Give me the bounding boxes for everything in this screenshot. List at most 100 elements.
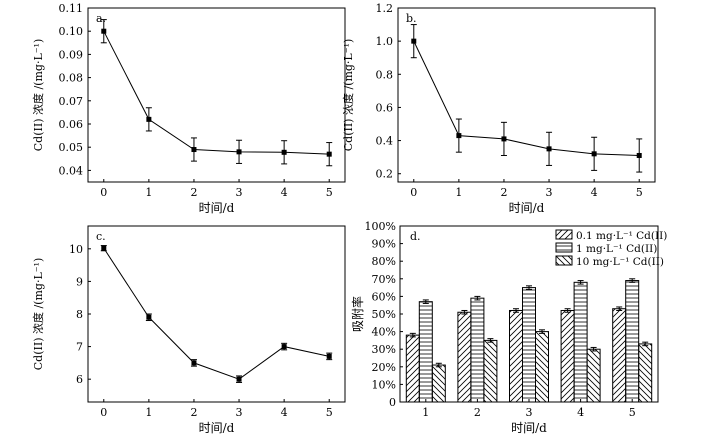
panel-d-x-tick-label: 5 [629, 406, 636, 419]
panel-a-x-tick-label: 0 [100, 186, 107, 199]
panel-b-y-tick-label: 0.2 [376, 168, 394, 181]
panel-a-data-point [101, 28, 107, 34]
panel-c-x-tick-label: 0 [100, 406, 107, 419]
panel-b-data-point [501, 136, 507, 142]
panel-c-panel-label: c. [96, 230, 106, 243]
panel-d-x-tick-label: 2 [474, 406, 481, 419]
panel-d-bar [535, 331, 549, 403]
panel-d: 0 10% 20% 30% 40% 50% 60% 70% 80% 90% 100% 1 2 3 4 5 d. 时… [350, 220, 667, 435]
panel-b-y-tick-label: 1.0 [376, 35, 394, 48]
panel-d-bar [560, 309, 575, 403]
panel-b-y-axis-title: Cd(II) 浓度 /(mg·L⁻¹) [341, 39, 355, 152]
panel-a-series-line [103, 30, 330, 155]
panel-a-x-tick-label: 3 [236, 186, 243, 199]
panel-c-data-point [101, 245, 107, 251]
panel-d-legend-swatch [555, 229, 573, 240]
panel-d-bar [509, 309, 523, 403]
panel-a-data-point [146, 116, 152, 122]
panel-c: 0 1 2 3 4 5 6 7 8 9 10 c. 时间/d Cd(II) 浓度 /(mg·L⁻¹) [31, 225, 346, 435]
panel-d-legend-swatch [555, 255, 573, 266]
panel-b-x-tick-label: 0 [410, 186, 417, 199]
panel-d-bar [573, 281, 588, 403]
panel-d-legend-label: 1 mg·L⁻¹ Cd(II) [576, 243, 657, 255]
panel-d-bar [625, 280, 640, 403]
panel-d-bar [457, 311, 472, 403]
panel-c-x-tick-label: 5 [326, 406, 333, 419]
panel-d-x-tick-label: 3 [526, 406, 533, 419]
panel-d-y-tick-label: 70% [372, 273, 396, 286]
panel-c-y-tick-label: 6 [76, 373, 83, 386]
panel-b-plot-frame [397, 7, 656, 183]
panel-d-bar [483, 339, 498, 403]
panel-c-plot-frame [87, 225, 346, 403]
panel-d-bar [418, 301, 433, 403]
panel-a: 0 1 2 3 4 5 0.04 0.05 0.06 0.07 0.08 0.09 0.10 0.11 a.… [31, 2, 346, 215]
panel-a-y-tick-label: 0.11 [59, 2, 84, 15]
panel-c-data-point [236, 376, 242, 382]
panel-d-y-axis-title: 吸附率 [350, 296, 365, 332]
panel-a-data-point [191, 147, 197, 153]
panel-c-x-tick-label: 4 [281, 406, 288, 419]
panel-a-data-point [281, 149, 287, 155]
panel-d-y-tick-label: 30% [372, 343, 396, 356]
panel-c-series-line [103, 247, 330, 380]
panel-b-x-axis-title: 时间/d [509, 201, 545, 215]
panel-a-y-axis-title: Cd(II) 浓度 /(mg·L⁻¹) [31, 39, 45, 152]
panel-d-y-tick-label: 90% [372, 238, 396, 251]
panel-c-y-tick-label: 7 [76, 341, 83, 354]
panel-d-bar [586, 348, 601, 403]
panel-a-x-tick-label: 1 [145, 186, 152, 199]
panel-d-y-tick-label: 20% [372, 361, 396, 374]
panel-d-y-tick-label: 40% [372, 326, 396, 339]
panel-c-x-tick-label: 2 [190, 406, 197, 419]
panel-d-y-tick-label: 80% [372, 255, 396, 268]
panel-c-y-tick-label: 10 [69, 243, 83, 256]
panel-a-data-point [326, 151, 332, 157]
panel-d-legend-swatch [555, 242, 573, 253]
panel-c-data-point [281, 344, 287, 350]
panel-d-bar [638, 343, 653, 403]
panel-a-y-tick-label: 0.06 [59, 118, 84, 131]
panel-d-x-tick-label: 4 [577, 406, 584, 419]
panel-c-x-tick-label: 1 [145, 406, 152, 419]
panel-c-x-tick-label: 3 [236, 406, 243, 419]
panel-b: 0 1 2 3 4 5 0.2 0.4 0.6 0.8 1.0 1.2 b. 时间/d Cd(II) 浓度 … [341, 2, 656, 215]
panel-a-data-point [236, 149, 242, 155]
panel-d-bar [522, 287, 536, 403]
panel-b-data-point [456, 133, 462, 139]
panel-a-y-tick-label: 0.08 [59, 72, 84, 85]
panel-a-x-tick-label: 4 [281, 186, 288, 199]
panel-a-plot-frame [87, 7, 346, 183]
panel-a-x-tick-label: 2 [190, 186, 197, 199]
panel-b-y-tick-label: 0.8 [376, 68, 394, 81]
panel-a-y-tick-label: 0.05 [59, 141, 84, 154]
panel-d-y-tick-label: 100% [365, 220, 396, 233]
panel-d-bar [470, 297, 485, 403]
panel-b-y-tick-label: 1.2 [376, 2, 394, 15]
panel-b-x-tick-label: 2 [500, 186, 507, 199]
panel-a-y-tick-label: 0.10 [59, 25, 84, 38]
panel-b-data-point [546, 146, 552, 152]
panel-b-panel-label: b. [406, 12, 417, 25]
panel-a-y-tick-label: 0.09 [59, 48, 84, 61]
panel-b-y-tick-label: 0.4 [376, 135, 394, 148]
panel-a-y-tick-label: 0.04 [59, 164, 84, 177]
panel-c-data-point [191, 360, 197, 366]
panel-c-data-point [146, 314, 152, 320]
panel-b-x-tick-label: 4 [591, 186, 598, 199]
panel-d-y-tick-label: 60% [372, 290, 396, 303]
panel-b-data-point [636, 152, 642, 158]
panel-b-series-line [413, 40, 640, 156]
panel-d-x-tick-label: 1 [422, 406, 429, 419]
panel-c-data-point [326, 353, 332, 359]
panel-b-x-tick-label: 5 [636, 186, 643, 199]
panel-d-bar [405, 334, 420, 403]
panel-a-panel-label: a. [96, 12, 106, 25]
panel-c-y-tick-label: 8 [76, 308, 83, 321]
panel-b-x-tick-label: 3 [546, 186, 553, 199]
panel-d-panel-label: d. [410, 230, 421, 243]
panel-d-y-tick-label: 50% [372, 308, 396, 321]
panel-d-y-tick-label: 0 [389, 396, 396, 409]
panel-c-y-axis-title: Cd(II) 浓度 /(mg·L⁻¹) [31, 258, 45, 371]
